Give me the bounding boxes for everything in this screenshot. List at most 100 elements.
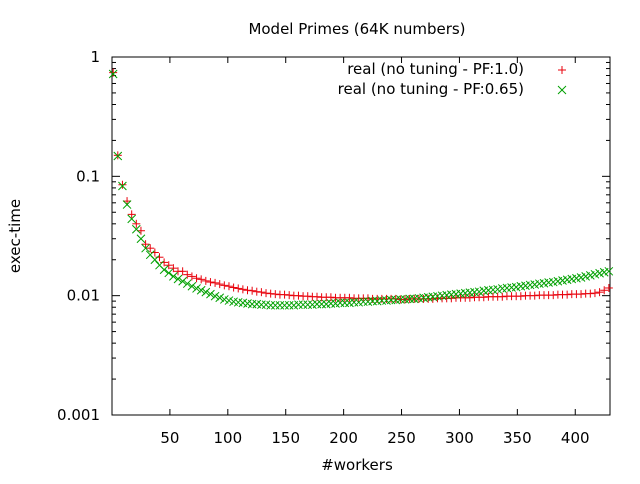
data-point-series-1 — [224, 282, 233, 291]
data-point-series-1 — [118, 180, 127, 189]
data-point-series-2 — [122, 200, 132, 209]
data-point-series-1 — [211, 278, 220, 287]
data-point-series-1 — [604, 283, 613, 292]
data-point-series-2 — [178, 276, 188, 286]
data-point-series-1 — [280, 290, 289, 299]
data-point-series-1 — [164, 261, 173, 270]
data-point-series-1 — [498, 292, 507, 301]
data-point-series-2 — [118, 181, 127, 191]
data-point-series-2 — [169, 272, 178, 281]
chart-title: Model Primes (64K numbers) — [248, 20, 465, 38]
y-axis-label: exec-time — [6, 199, 24, 273]
data-point-series-1 — [183, 270, 192, 279]
data-point-series-2 — [182, 279, 192, 289]
data-point-series-1 — [229, 283, 238, 292]
data-point-series-1 — [146, 244, 155, 253]
data-point-series-1 — [285, 291, 294, 300]
data-point-series-1 — [345, 293, 354, 302]
y-tick-label: 0.001 — [57, 406, 100, 424]
data-point-series-2 — [131, 224, 141, 234]
data-point-series-1 — [590, 289, 599, 298]
data-point-series-1 — [141, 240, 150, 249]
data-point-series-2 — [108, 69, 118, 79]
data-point-series-2 — [206, 289, 215, 299]
data-point-series-1 — [479, 293, 488, 302]
data-point-series-1 — [187, 272, 196, 281]
data-point-series-1 — [595, 288, 604, 297]
data-point-series-1 — [271, 290, 280, 299]
data-point-series-1 — [127, 210, 136, 219]
x-tick-label: 200 — [329, 429, 358, 447]
series-2 — [108, 69, 614, 310]
data-point-series-1 — [238, 285, 247, 294]
legend-marker-series-1 — [558, 66, 566, 74]
data-point-series-1 — [563, 290, 572, 299]
data-point-series-2 — [141, 243, 150, 253]
data-point-series-1 — [303, 292, 312, 301]
plot-frame — [111, 56, 611, 416]
y-tick-label: 0.01 — [67, 287, 100, 305]
data-point-series-1 — [530, 291, 539, 300]
data-point-series-2 — [173, 274, 183, 284]
y-tick-label: 1 — [90, 48, 100, 66]
data-point-series-1 — [257, 288, 266, 297]
data-point-series-1 — [391, 294, 400, 303]
legend-label-series-2: real (no tuning - PF:0.65) — [338, 80, 524, 98]
data-point-series-1 — [363, 294, 372, 303]
legend-label-series-1: real (no tuning - PF:1.0) — [347, 60, 524, 78]
x-tick-label: 100 — [213, 429, 242, 447]
data-point-series-1 — [447, 294, 456, 303]
x-tick-label: 300 — [445, 429, 474, 447]
data-point-series-2 — [136, 234, 146, 244]
data-point-series-1 — [123, 197, 132, 206]
legend-item-series-2: real (no tuning - PF:0.65) — [338, 80, 567, 98]
data-point-series-2 — [604, 266, 614, 276]
data-point-series-2 — [113, 151, 123, 161]
data-point-series-2 — [196, 285, 206, 295]
legend-item-series-1: real (no tuning - PF:1.0) — [347, 60, 566, 78]
data-point-series-1 — [178, 267, 187, 276]
data-point-series-1 — [220, 281, 229, 290]
data-point-series-1 — [516, 292, 525, 301]
data-point-series-1 — [600, 286, 609, 295]
x-tick-label: 400 — [561, 429, 590, 447]
data-point-series-1 — [109, 68, 118, 77]
data-point-series-1 — [248, 286, 257, 295]
legend-marker-series-2 — [557, 85, 567, 95]
x-tick-label: 50 — [160, 429, 179, 447]
data-point-series-1 — [326, 293, 335, 302]
x-axis: 50 100 150 200 250 300 350 400 — [160, 57, 590, 447]
data-point-series-2 — [215, 293, 225, 303]
data-point-series-1 — [132, 219, 141, 228]
data-point-series-2 — [164, 268, 174, 278]
data-point-series-2 — [210, 291, 220, 301]
data-point-series-1 — [206, 278, 215, 287]
x-axis-label: #workers — [321, 456, 393, 474]
data-point-series-1 — [294, 291, 303, 300]
x-tick-label: 350 — [503, 429, 532, 447]
data-point-series-2 — [127, 214, 137, 224]
data-point-series-1 — [160, 258, 169, 267]
data-point-series-1 — [192, 274, 201, 283]
data-point-series-1 — [169, 264, 178, 273]
legend: real (no tuning - PF:1.0) real (no tunin… — [338, 60, 567, 98]
data-point-series-1 — [197, 275, 206, 284]
data-point-series-1 — [266, 289, 275, 298]
data-point-series-1 — [215, 280, 224, 289]
data-point-series-1 — [201, 276, 210, 285]
y-tick-label: 0.1 — [76, 167, 100, 185]
legend-marker-1 — [558, 66, 566, 74]
data-point-series-1 — [465, 293, 474, 302]
data-point-series-2 — [150, 255, 160, 265]
data-point-series-1 — [234, 284, 243, 293]
data-point-series-2 — [192, 284, 201, 293]
data-point-series-1 — [549, 291, 558, 300]
data-point-series-2 — [201, 287, 211, 297]
data-point-series-1 — [577, 290, 586, 299]
y-axis: 0.001 0.01 0.1 1 — [57, 48, 610, 424]
data-point-series-1 — [312, 292, 321, 301]
legend-marker-2 — [557, 85, 567, 95]
